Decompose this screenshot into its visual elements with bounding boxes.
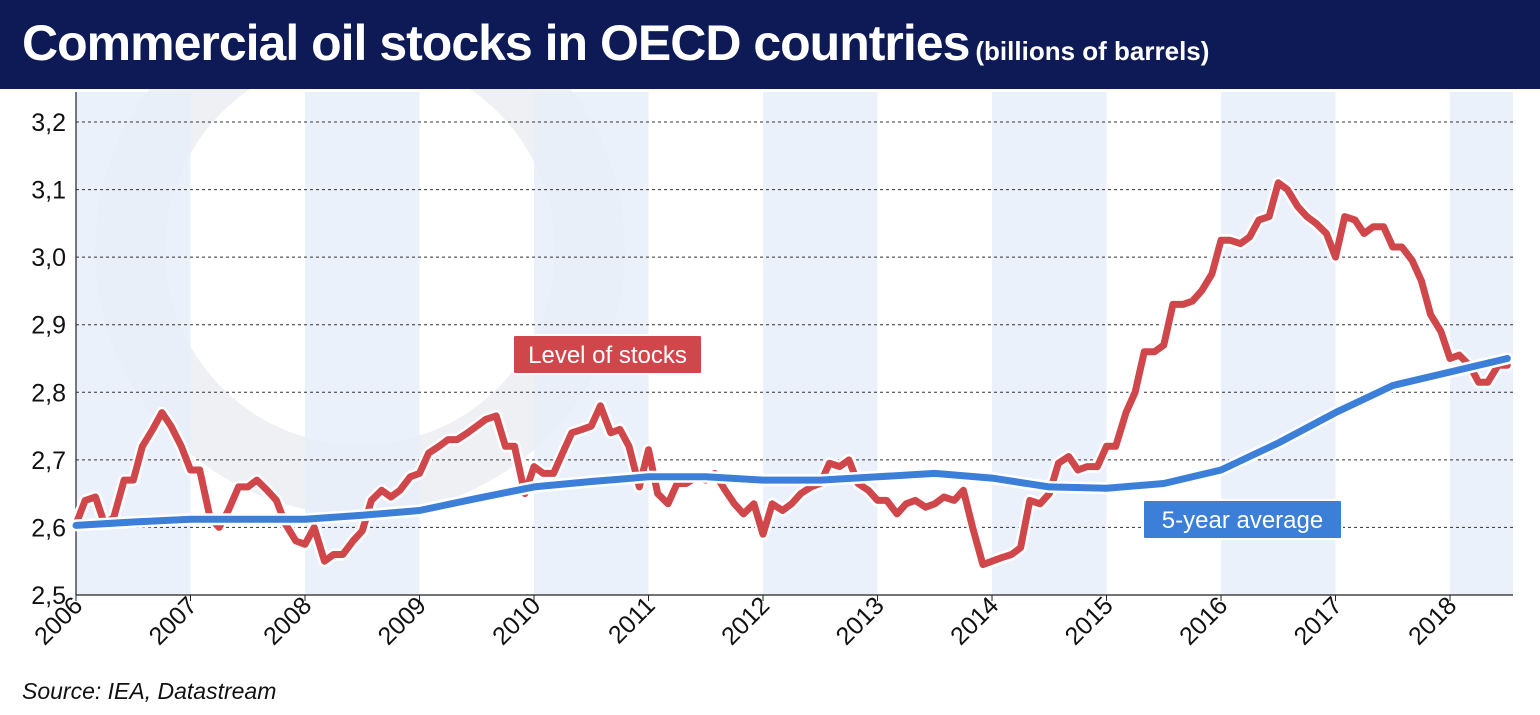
title-bar: Commercial oil stocks in OECD countries(… <box>0 0 1540 89</box>
average-line <box>72 355 1511 529</box>
x-tick-label: 2011 <box>603 591 661 649</box>
series-lines <box>70 176 1514 571</box>
year-band <box>1450 92 1513 595</box>
y-tick-labels: 2,5 2,6 2,7 2,8 2,9 3,0 3,1 3,2 <box>31 109 66 610</box>
series-label-box <box>512 334 703 375</box>
y-tick-label: 3,1 <box>31 177 66 205</box>
x-tick-label: 2014 <box>945 591 1004 650</box>
y-tick-label: 2,7 <box>31 447 66 475</box>
chart-title-main: Commercial oil stocks in OECD countries <box>22 15 970 71</box>
stocks-line <box>72 179 1511 569</box>
y-tick-label: 3,2 <box>31 109 66 137</box>
x-tick-label: 2017 <box>1289 591 1348 650</box>
year-band <box>763 92 878 595</box>
y-tick-label: 2,9 <box>31 312 66 340</box>
x-tick-label: 2016 <box>1174 591 1233 650</box>
x-tick-labels: 2006 2007 2008 2009 2010 2011 2012 2013 2014 2015… <box>29 591 1462 650</box>
chart-title-unit: (billions of barrels) <box>975 36 1210 66</box>
y-tick-label: 2,6 <box>31 514 66 542</box>
series-labels: Level of stocks 5-year average <box>512 334 1343 540</box>
x-tick-label: 2009 <box>373 591 432 650</box>
series-label: Level of stocks <box>528 342 687 369</box>
year-band <box>992 92 1107 595</box>
series-label: 5-year average <box>1162 507 1323 534</box>
oil-stocks-chart: 2,52,62,72,82,93,03,13,2 2006 2007 2008 200… <box>29 89 1514 651</box>
year-bands <box>76 92 1513 595</box>
x-tick-label: 2010 <box>487 591 546 650</box>
y-tick-label: 2,5 <box>31 582 66 610</box>
y-tick-label: 2,8 <box>31 379 66 407</box>
x-tick-label: 2007 <box>144 591 203 650</box>
y-tick-label: 3,0 <box>31 244 66 272</box>
x-tick-label: 2013 <box>831 591 890 650</box>
x-tick-label: 2012 <box>716 591 775 650</box>
x-tick-label: 2015 <box>1060 591 1119 650</box>
x-tick-label: 2008 <box>258 591 317 650</box>
series-label-box <box>1142 499 1343 540</box>
x-tick-label: 2018 <box>1403 591 1462 650</box>
chart-title: Commercial oil stocks in OECD countries(… <box>22 14 1209 72</box>
source-note: Source: IEA, Datastream <box>22 678 277 704</box>
